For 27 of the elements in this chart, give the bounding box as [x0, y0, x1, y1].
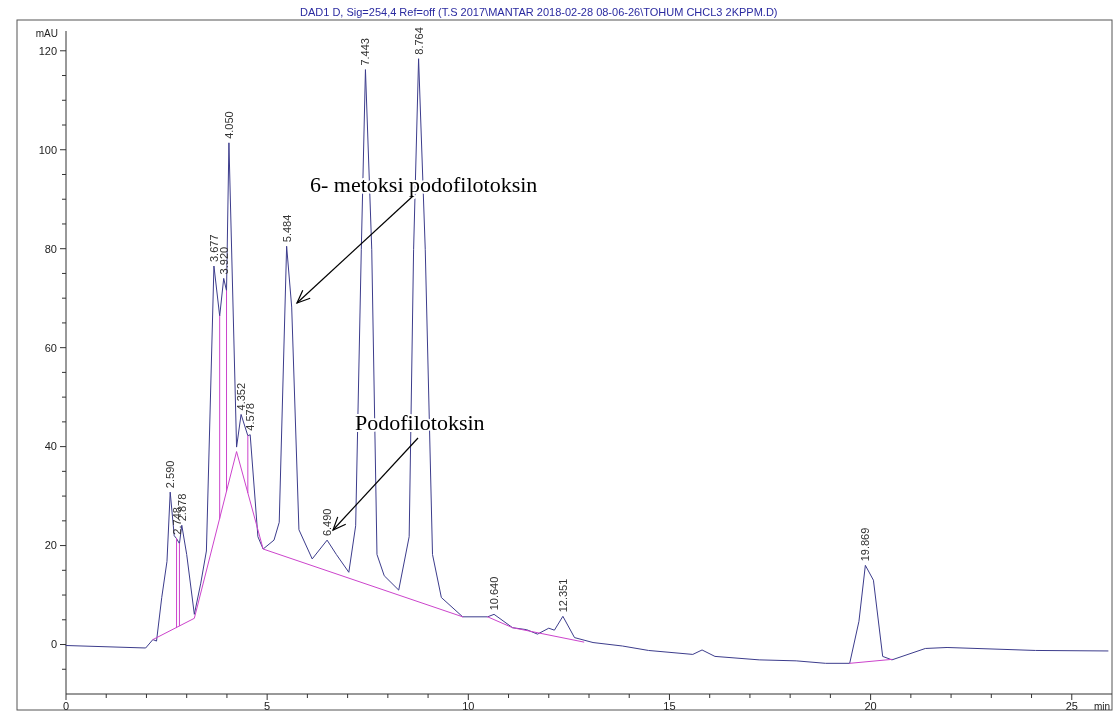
annotation: 3.920 — [217, 246, 230, 275]
x-tick-label: 25 — [1065, 700, 1078, 712]
y-tick-label: 40 — [44, 440, 57, 453]
annotation: 3.677 — [207, 234, 220, 263]
y-tick-label: 120 — [38, 44, 57, 57]
annotation: 4.050 — [222, 111, 235, 139]
annotation: 5.484 — [280, 214, 293, 243]
annotation: 2.590 — [164, 460, 177, 489]
x-tick-label: 0 — [62, 700, 70, 712]
y-tick-label: 80 — [44, 242, 57, 255]
y-axis-title: mAU — [35, 28, 58, 39]
x-tick-label: 10 — [462, 700, 475, 712]
annotation: 10.640 — [488, 576, 501, 611]
y-tick-label: 20 — [44, 539, 57, 552]
chart-title: DAD1 D, Sig=254,4 Ref=off (T.S 2017\MANTAR 2018-02-28 08-06-26\TOHUM CHCL3 2KPPM.D) — [300, 6, 778, 18]
x-tick-label: 20 — [864, 700, 877, 712]
x-tick-label: 15 — [663, 700, 676, 712]
y-tick-label: 0 — [50, 638, 57, 651]
x-axis-title: min — [1093, 701, 1110, 712]
y-tick-label: 60 — [44, 341, 57, 354]
annotation: 19.869 — [859, 527, 872, 562]
y-tick-label: 100 — [38, 143, 57, 156]
annotation: 8.764 — [412, 27, 425, 55]
annotation: 7.443 — [359, 38, 372, 66]
x-tick-label: 5 — [264, 700, 271, 712]
annotation: 12.351 — [556, 578, 569, 613]
annotation: 6.490 — [321, 508, 334, 537]
